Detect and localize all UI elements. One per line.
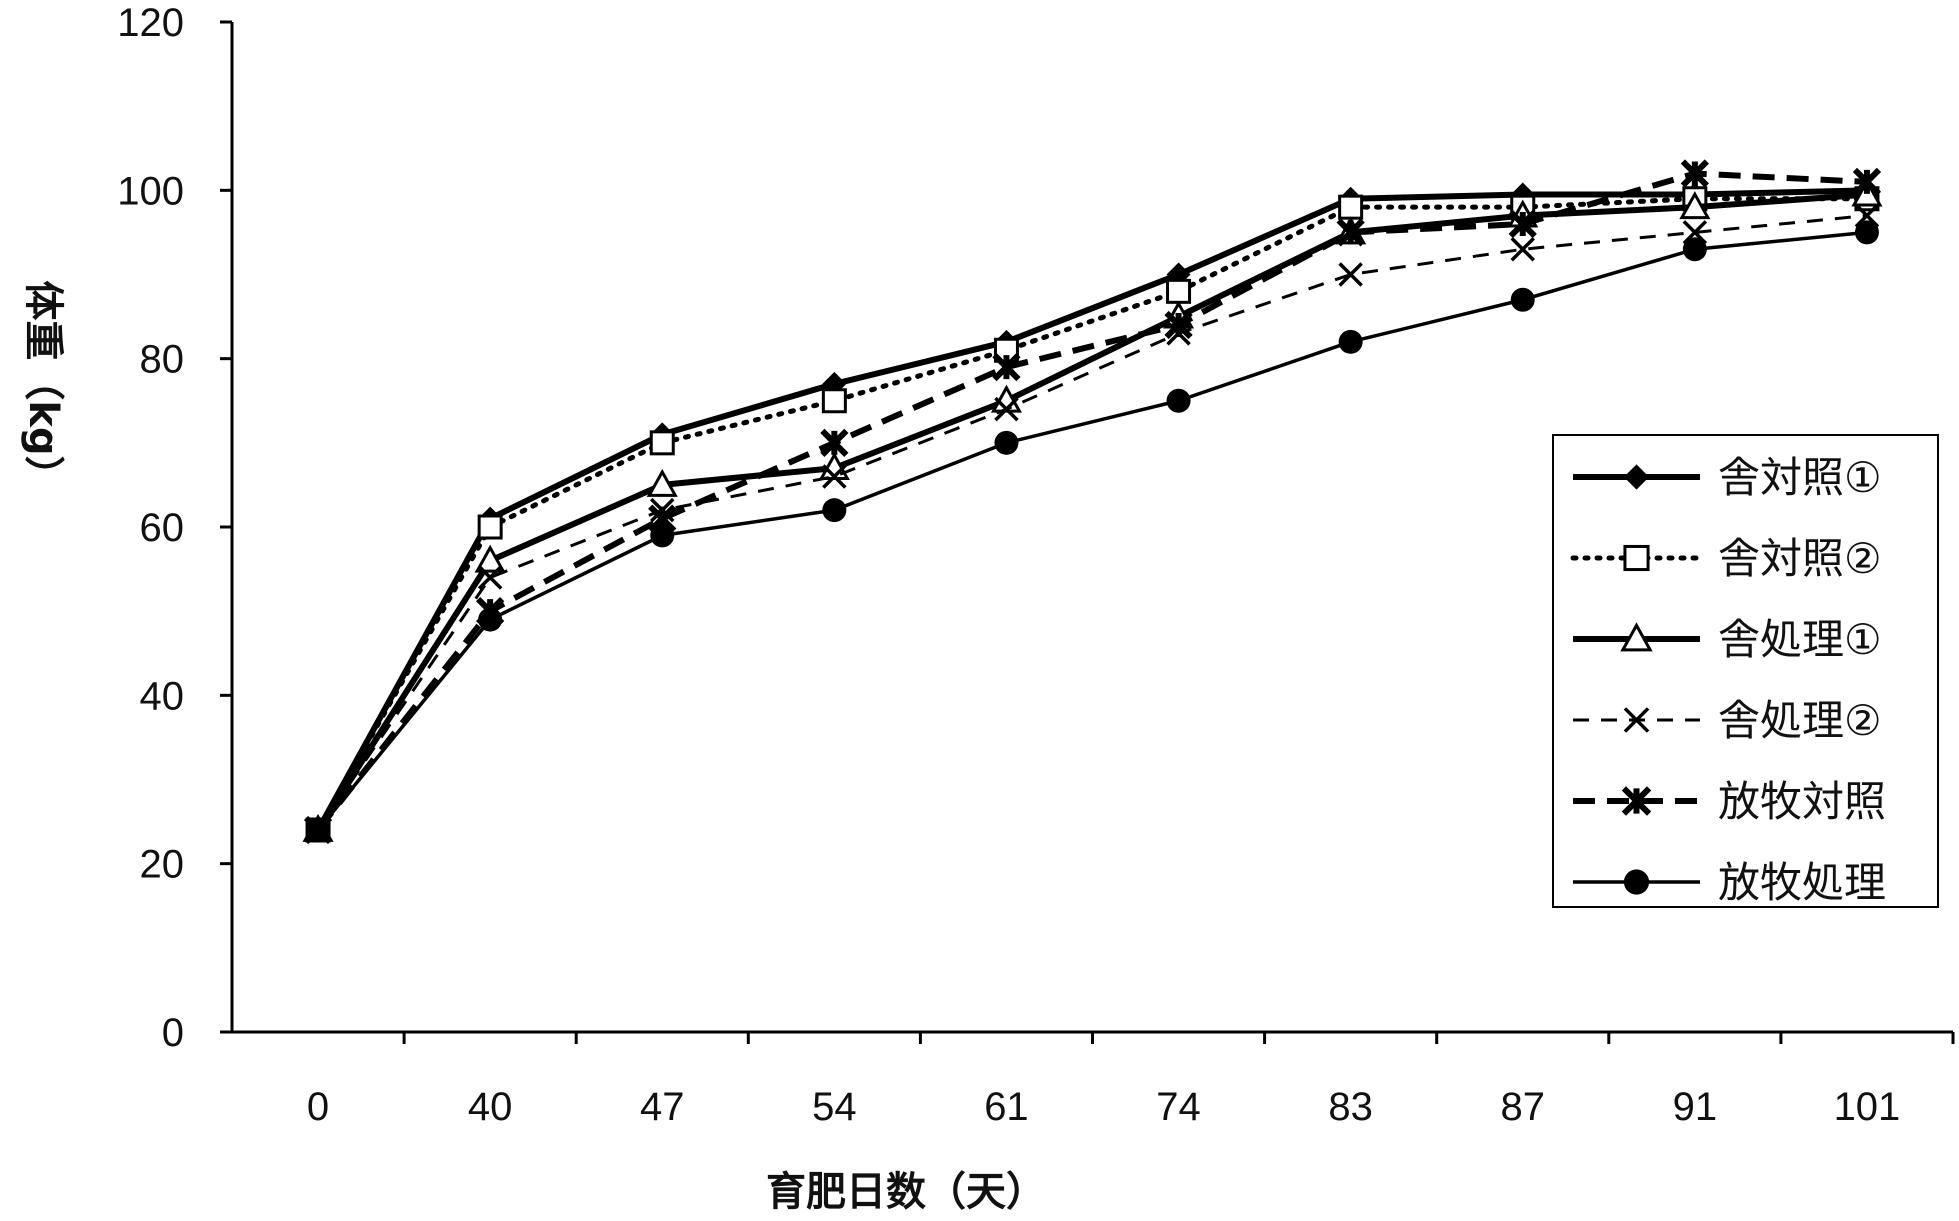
data-point — [477, 514, 503, 540]
data-point — [478, 607, 503, 632]
y-tick-label: 0 — [162, 1011, 184, 1055]
series-line — [315, 191, 1868, 832]
data-point — [477, 565, 503, 590]
legend-entry: 舎処理① — [1573, 615, 1882, 664]
x-tick-label: 83 — [1328, 1085, 1373, 1129]
legend-marker — [1623, 869, 1650, 895]
data-point — [1166, 388, 1191, 413]
data-point — [649, 430, 675, 456]
legend-marker — [1623, 707, 1650, 733]
y-tick-label: 40 — [140, 674, 185, 718]
series-line — [316, 230, 1868, 832]
x-tick-label: 0 — [307, 1085, 329, 1129]
data-point — [1508, 209, 1537, 239]
data-point — [650, 523, 675, 548]
data-point — [822, 498, 847, 523]
legend-label: 放牧対照 — [1718, 777, 1886, 826]
data-point — [1680, 159, 1709, 188]
data-point — [1682, 220, 1708, 245]
data-point — [1854, 203, 1880, 228]
y-axis: 0 20 40 60 80 100 120 — [117, 1, 234, 1055]
data-point — [1854, 220, 1879, 245]
legend-marker — [1620, 622, 1653, 652]
data-point — [1166, 278, 1192, 304]
data-point — [820, 428, 849, 457]
legend-entry: 放牧対照 — [1573, 777, 1886, 826]
legend-entry: 放牧処理 — [1573, 858, 1886, 907]
x-tick-label: 61 — [984, 1085, 1029, 1129]
legend-label: 舎処理① — [1718, 615, 1882, 664]
data-point — [474, 544, 506, 573]
data-point — [1164, 310, 1193, 340]
legend-entry: 舎対照① — [1573, 453, 1882, 502]
series-layer — [302, 159, 1883, 845]
y-tick-label: 60 — [140, 506, 185, 550]
x-tick-label: 54 — [812, 1085, 857, 1129]
legend-label: 放牧処理 — [1718, 858, 1886, 907]
x-tick-label: 101 — [1834, 1085, 1901, 1129]
legend-box — [1552, 434, 1939, 908]
legend-entry: 舎処理② — [1573, 696, 1882, 745]
data-point — [822, 464, 847, 489]
legend-entry: 舎対照② — [1570, 534, 1882, 583]
data-point — [1338, 194, 1364, 220]
legend-label: 舎対照② — [1718, 534, 1882, 583]
y-tick-label: 80 — [140, 338, 185, 382]
x-tick-label: 40 — [468, 1085, 513, 1129]
series-line — [316, 214, 1868, 831]
data-point — [992, 352, 1021, 382]
data-point — [821, 388, 847, 414]
x-tick-label: 47 — [640, 1085, 685, 1129]
y-tick-label: 120 — [117, 1, 184, 45]
data-point — [306, 818, 331, 842]
data-point — [1682, 237, 1707, 262]
data-point — [1338, 262, 1363, 287]
x-axis-title: 育肥日数（天） — [766, 1169, 1046, 1215]
legend-marker — [1623, 464, 1650, 490]
y-tick-label: 20 — [140, 843, 185, 887]
legend-marker — [1621, 786, 1652, 816]
series-line — [315, 170, 1868, 832]
data-point — [1510, 287, 1535, 312]
legend-label: 舎対照① — [1718, 453, 1882, 502]
data-point — [1510, 237, 1535, 262]
x-tick-label: 74 — [1156, 1085, 1201, 1129]
legend-label: 舎処理② — [1718, 696, 1882, 745]
data-point — [1336, 218, 1365, 247]
x-tick-label: 87 — [1501, 1085, 1546, 1129]
data-point — [1852, 167, 1882, 197]
y-axis-title: 体重（kg） — [20, 280, 66, 495]
series-line — [315, 187, 1868, 832]
legend-marker — [1623, 544, 1650, 572]
data-point — [1679, 191, 1711, 220]
data-point — [994, 396, 1019, 422]
data-point — [646, 468, 678, 497]
series-6 — [306, 220, 1879, 842]
data-point — [1338, 329, 1363, 354]
x-tick-label: 91 — [1673, 1085, 1718, 1129]
y-tick-label: 100 — [117, 169, 184, 213]
data-point — [994, 430, 1019, 455]
x-axis: 0 40 47 54 61 74 83 87 91 101 — [232, 1030, 1955, 1129]
series-line — [315, 196, 1870, 833]
